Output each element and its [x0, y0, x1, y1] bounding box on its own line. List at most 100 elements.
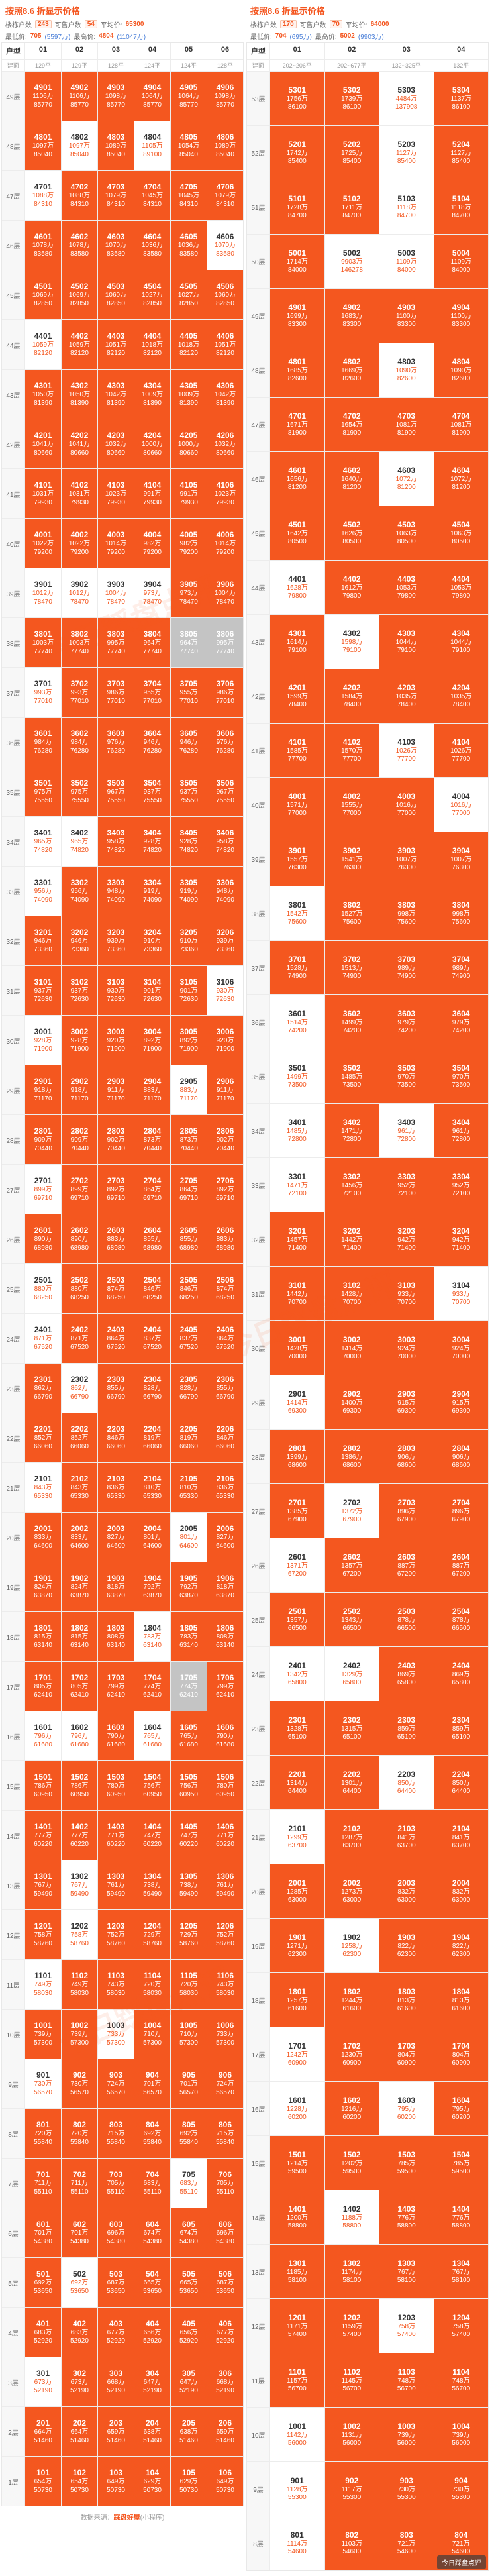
unit-cell[interactable]: 3602 984万 76280 [62, 718, 97, 767]
unit-cell[interactable]: 3501 975万 75550 [25, 767, 61, 816]
unit-cell[interactable]: 4303 1044万 79100 [379, 615, 434, 669]
unit-cell[interactable]: 4101 1031万 79930 [25, 469, 61, 518]
unit-cell[interactable]: 1004 739万 56000 [434, 2408, 488, 2461]
unit-cell[interactable]: 2504 878万 66500 [434, 1593, 488, 1646]
unit-cell[interactable]: 803 721万 54600 [379, 2516, 434, 2570]
unit-cell[interactable]: 2102 843万 65330 [62, 1463, 97, 1512]
unit-cell[interactable]: 4502 1069万 82850 [62, 270, 97, 319]
unit-cell[interactable]: 1603 790万 61680 [98, 1711, 134, 1760]
unit-cell[interactable]: 2204 819万 66060 [134, 1413, 170, 1462]
unit-cell[interactable]: 4006 1014万 79200 [207, 519, 243, 568]
unit-cell[interactable]: 4701 1088万 84310 [25, 171, 61, 220]
unit-cell[interactable]: 3002 928万 71900 [62, 1016, 97, 1065]
unit-cell[interactable]: 3902 1541万 76300 [324, 832, 379, 886]
unit-cell[interactable]: 2502 1343万 66500 [324, 1593, 379, 1646]
unit-cell[interactable]: 1702 805万 62410 [62, 1662, 97, 1711]
unit-cell[interactable]: 902 1117万 55300 [324, 2462, 379, 2516]
unit-cell[interactable]: 4504 1063万 80500 [434, 506, 488, 560]
unit-cell[interactable]: 1701 805万 62410 [25, 1662, 61, 1711]
unit-cell[interactable]: 801 1114万 54600 [270, 2516, 324, 2570]
unit-cell[interactable]: 3006 920万 71900 [207, 1016, 243, 1065]
unit-cell[interactable]: 303 668万 52190 [98, 2357, 134, 2406]
unit-cell[interactable]: 2301 862万 66790 [25, 1364, 61, 1413]
unit-cell[interactable]: 1401 1200万 58800 [270, 2190, 324, 2244]
unit-cell[interactable]: 4605 1036万 83580 [171, 221, 207, 270]
unit-cell[interactable]: 3704 955万 77010 [134, 668, 170, 717]
unit-cell[interactable]: 3105 901万 72630 [171, 966, 207, 1015]
unit-cell[interactable]: 2402 1329万 65800 [324, 1647, 379, 1701]
unit-cell[interactable]: 904 701万 56570 [134, 2059, 170, 2108]
unit-cell[interactable]: 1501 786万 60950 [25, 1761, 61, 1810]
unit-cell[interactable]: 1902 1258万 62300 [324, 1919, 379, 1972]
unit-cell[interactable]: 1203 758万 57400 [379, 2299, 434, 2353]
unit-cell[interactable]: 1904 792万 63870 [134, 1562, 170, 1611]
unit-cell[interactable]: 501 692万 53650 [25, 2258, 61, 2307]
unit-cell[interactable]: 3205 910万 73360 [171, 916, 207, 965]
unit-cell[interactable]: 3704 989万 74900 [434, 941, 488, 994]
unit-cell[interactable]: 2203 850万 64400 [379, 1756, 434, 1809]
unit-cell[interactable]: 3702 1513万 74900 [324, 941, 379, 994]
unit-cell[interactable]: 4406 1051万 82120 [207, 320, 243, 369]
unit-cell[interactable]: 4003 1014万 79200 [98, 519, 134, 568]
unit-cell[interactable]: 1703 804万 60900 [379, 2027, 434, 2081]
unit-cell[interactable]: 5302 1739万 86100 [324, 72, 379, 125]
unit-cell[interactable]: 2706 892万 69710 [207, 1165, 243, 1214]
unit-cell[interactable]: 1704 774万 62410 [134, 1662, 170, 1711]
unit-cell[interactable]: 1803 808万 63140 [98, 1612, 134, 1661]
unit-cell[interactable]: 3202 1442万 71400 [324, 1212, 379, 1266]
unit-cell[interactable]: 3904 1007万 76300 [434, 832, 488, 886]
unit-cell[interactable]: 2401 871万 67520 [25, 1314, 61, 1363]
unit-cell[interactable]: 4802 1097万 85040 [62, 121, 97, 170]
unit-cell[interactable]: 202 664万 51460 [62, 2407, 97, 2456]
unit-cell[interactable]: 2905 883万 71170 [171, 1065, 207, 1114]
unit-cell[interactable]: 5003 1109万 84000 [379, 235, 434, 288]
unit-cell[interactable]: 703 705万 55110 [98, 2159, 134, 2208]
unit-cell[interactable]: 3104 933万 70700 [434, 1267, 488, 1320]
unit-cell[interactable]: 4202 1584万 78400 [324, 669, 379, 723]
unit-cell[interactable]: 4505 1027万 82850 [171, 270, 207, 319]
unit-cell[interactable]: 2402 871万 67520 [62, 1314, 97, 1363]
unit-cell[interactable]: 2302 1315万 65100 [324, 1701, 379, 1755]
unit-cell[interactable]: 105 629万 50730 [171, 2457, 207, 2506]
unit-cell[interactable]: 1001 1142万 56000 [270, 2408, 324, 2461]
unit-cell[interactable]: 4204 1035万 78400 [434, 669, 488, 723]
unit-cell[interactable]: 2801 909万 70440 [25, 1115, 61, 1164]
unit-cell[interactable]: 3902 1012万 78470 [62, 568, 97, 617]
unit-cell[interactable]: 1801 815万 63140 [25, 1612, 61, 1661]
unit-cell[interactable]: 1601 1228万 60200 [270, 2082, 324, 2135]
unit-cell[interactable]: 801 720万 55840 [25, 2109, 61, 2158]
unit-cell[interactable]: 3303 952万 72100 [379, 1158, 434, 1212]
unit-cell[interactable]: 4402 1059万 82120 [62, 320, 97, 369]
unit-cell[interactable]: 1104 748万 56700 [434, 2353, 488, 2407]
unit-cell[interactable]: 1304 738万 59490 [134, 1860, 170, 1909]
unit-cell[interactable]: 2601 1371万 67200 [270, 1538, 324, 1592]
unit-cell[interactable]: 2904 883万 71170 [134, 1065, 170, 1114]
unit-cell[interactable]: 4402 1612万 79800 [324, 561, 379, 614]
unit-cell[interactable]: 1005 710万 57300 [171, 2010, 207, 2059]
unit-cell[interactable]: 4404 1053万 79800 [434, 561, 488, 614]
unit-cell[interactable]: 1401 777万 60220 [25, 1811, 61, 1860]
unit-cell[interactable]: 1303 761万 59490 [98, 1860, 134, 1909]
unit-cell[interactable]: 306 668万 52190 [207, 2357, 243, 2406]
unit-cell[interactable]: 2602 890万 68980 [62, 1214, 97, 1263]
unit-cell[interactable]: 701 711万 55110 [25, 2159, 61, 2208]
unit-cell[interactable]: 2704 896万 67900 [434, 1484, 488, 1538]
unit-cell[interactable]: 4901 1699万 83300 [270, 289, 324, 343]
unit-cell[interactable]: 3502 975万 75550 [62, 767, 97, 816]
unit-cell[interactable]: 603 696万 54380 [98, 2208, 134, 2257]
unit-cell[interactable]: 3806 995万 77740 [207, 618, 243, 667]
unit-cell[interactable]: 605 674万 54380 [171, 2208, 207, 2257]
unit-cell[interactable]: 4102 1570万 77700 [324, 724, 379, 777]
unit-cell[interactable]: 3701 1528万 74900 [270, 941, 324, 994]
unit-cell[interactable]: 2704 864万 69710 [134, 1165, 170, 1214]
unit-cell[interactable]: 2702 899万 69710 [62, 1165, 97, 1214]
unit-cell[interactable]: 2806 902万 70440 [207, 1115, 243, 1164]
unit-cell[interactable]: 2701 899万 69710 [25, 1165, 61, 1214]
unit-cell[interactable]: 403 677万 52920 [98, 2308, 134, 2357]
unit-cell[interactable]: 2501 880万 68250 [25, 1264, 61, 1313]
unit-cell[interactable]: 4205 1000万 80660 [171, 419, 207, 468]
unit-cell[interactable]: 402 683万 52920 [62, 2308, 97, 2357]
unit-cell[interactable]: 2206 846万 66060 [207, 1413, 243, 1462]
unit-cell[interactable]: 3203 942万 71400 [379, 1212, 434, 1266]
unit-cell[interactable]: 5304 1137万 86100 [434, 72, 488, 125]
